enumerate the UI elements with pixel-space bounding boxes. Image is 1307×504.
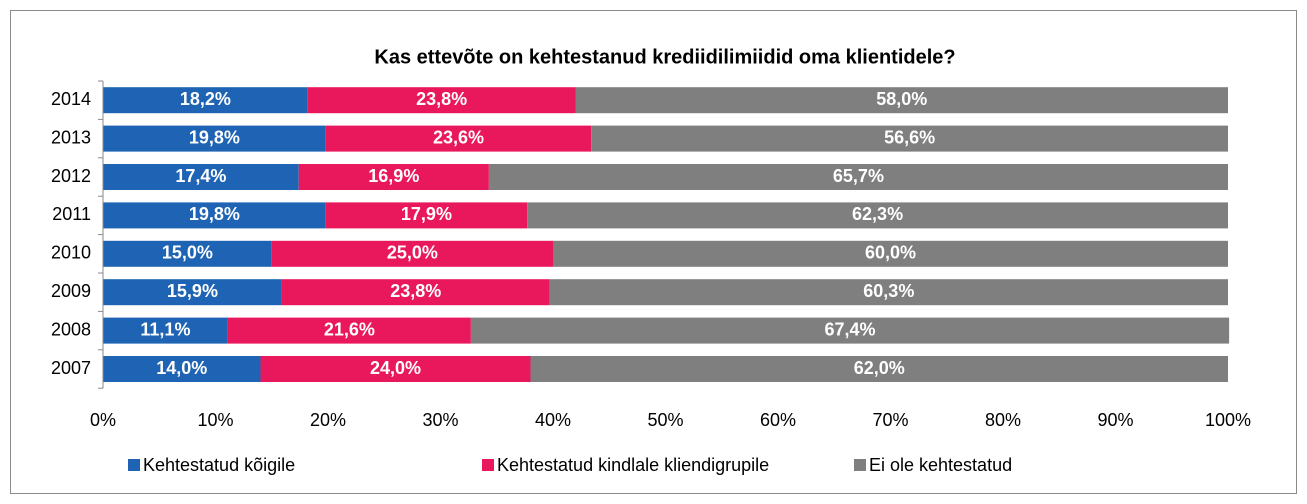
y-tick-label: 2014 — [51, 89, 91, 109]
y-tick-label: 2010 — [51, 243, 91, 263]
bar-segment — [103, 164, 299, 190]
data-label: 18,2% — [180, 89, 231, 109]
data-label: 62,0% — [854, 358, 905, 378]
y-tick-label: 2013 — [51, 127, 91, 147]
x-tick-label: 40% — [535, 410, 571, 430]
bar-segment — [103, 279, 282, 306]
data-label: 14,0% — [156, 358, 207, 378]
bar-segment — [103, 125, 326, 152]
data-label: 19,8% — [189, 127, 240, 147]
data-label: 23,8% — [390, 281, 441, 301]
x-tick-label: 70% — [872, 410, 908, 430]
legend-label: Ei ole kehtestatud — [869, 455, 1012, 475]
bar-segment — [103, 240, 272, 267]
y-tick-label: 2012 — [51, 166, 91, 186]
data-label: 65,7% — [833, 166, 884, 186]
legend-swatch — [128, 459, 140, 471]
bar-segment — [271, 240, 553, 267]
data-label: 17,4% — [175, 166, 226, 186]
bar-segment — [103, 87, 308, 114]
data-label: 23,6% — [433, 127, 484, 147]
data-label: 17,9% — [401, 204, 452, 224]
data-label: 60,3% — [863, 281, 914, 301]
y-tick-label: 2008 — [51, 319, 91, 339]
bar-segment — [307, 87, 576, 114]
bar-segment — [591, 125, 1228, 152]
bar-segment — [281, 279, 550, 306]
bar-segment — [325, 202, 528, 229]
legend-label: Kehtestatud kindlale kliendigrupile — [497, 455, 769, 475]
data-label: 67,4% — [824, 319, 875, 339]
bar-segment — [103, 317, 228, 344]
data-label: 56,6% — [884, 127, 935, 147]
legend-swatch — [482, 459, 494, 471]
data-label: 58,0% — [876, 89, 927, 109]
data-label: 60,0% — [865, 243, 916, 263]
data-label: 23,8% — [416, 89, 467, 109]
data-label: 15,0% — [162, 243, 213, 263]
bar-segment — [298, 164, 489, 190]
data-label: 24,0% — [370, 358, 421, 378]
legend-label: Kehtestatud kõigile — [143, 455, 295, 475]
bar-segment — [325, 125, 592, 152]
data-label: 15,9% — [167, 281, 218, 301]
bar-segment — [103, 202, 326, 229]
x-tick-label: 30% — [422, 410, 458, 430]
bar-segment — [488, 164, 1228, 190]
bar-segment — [103, 356, 261, 382]
legend-swatch — [854, 459, 866, 471]
x-tick-label: 60% — [760, 410, 796, 430]
x-tick-label: 90% — [1097, 410, 1133, 430]
data-label: 19,8% — [189, 204, 240, 224]
y-tick-label: 2007 — [51, 358, 91, 378]
data-label: 21,6% — [324, 319, 375, 339]
y-tick-label: 2009 — [51, 281, 91, 301]
bar-segment — [575, 87, 1228, 114]
bar-segment — [227, 317, 471, 344]
x-tick-label: 20% — [310, 410, 346, 430]
bar-segment — [470, 317, 1230, 344]
data-label: 16,9% — [368, 166, 419, 186]
bar-segment — [530, 356, 1228, 382]
bar-segment — [527, 202, 1228, 229]
bar-segment — [549, 279, 1228, 306]
x-tick-label: 80% — [985, 410, 1021, 430]
data-label: 11,1% — [140, 319, 190, 339]
x-tick-label: 50% — [647, 410, 683, 430]
bar-segment — [260, 356, 531, 382]
x-tick-label: 100% — [1205, 410, 1251, 430]
y-tick-label: 2011 — [52, 204, 91, 224]
x-tick-label: 10% — [197, 410, 233, 430]
data-label: 25,0% — [387, 243, 438, 263]
data-label: 62,3% — [852, 204, 903, 224]
x-tick-label: 0% — [90, 410, 116, 430]
chart-title: Kas ettevõte on kehtestanud krediidilimi… — [374, 46, 955, 68]
bar-segment — [553, 240, 1228, 267]
